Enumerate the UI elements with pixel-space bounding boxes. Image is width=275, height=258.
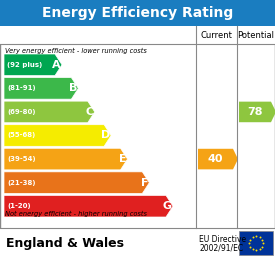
Text: (81-91): (81-91) [7,85,36,91]
Polygon shape [4,54,62,76]
Text: D: D [101,131,110,141]
Text: 2002/91/EC: 2002/91/EC [199,244,243,253]
Text: Energy Efficiency Rating: Energy Efficiency Rating [42,6,233,20]
Polygon shape [4,195,173,217]
Text: Very energy efficient - lower running costs: Very energy efficient - lower running co… [5,48,147,54]
Text: Current: Current [200,30,232,39]
Polygon shape [4,125,111,146]
Text: Potential: Potential [238,30,274,39]
Polygon shape [239,102,275,122]
Polygon shape [4,101,95,123]
Text: EU Directive: EU Directive [199,235,246,244]
Text: (92 plus): (92 plus) [7,62,42,68]
Text: (69-80): (69-80) [7,109,35,115]
Polygon shape [4,172,149,194]
Text: Not energy efficient - higher running costs: Not energy efficient - higher running co… [5,211,147,217]
Polygon shape [4,78,78,99]
Text: (39-54): (39-54) [7,156,36,162]
Text: (1-20): (1-20) [7,203,31,209]
Text: C: C [86,107,94,117]
Text: 40: 40 [208,154,223,164]
FancyBboxPatch shape [0,228,275,258]
FancyBboxPatch shape [239,231,273,255]
Text: F: F [141,178,148,188]
FancyBboxPatch shape [0,26,275,44]
FancyBboxPatch shape [0,0,275,26]
Polygon shape [198,149,238,169]
Polygon shape [4,148,128,170]
Text: 78: 78 [247,107,263,117]
Text: G: G [163,201,172,211]
Text: England & Wales: England & Wales [6,237,124,249]
Text: A: A [52,60,61,70]
Text: (21-38): (21-38) [7,180,35,186]
Text: E: E [119,154,126,164]
Text: B: B [69,83,77,93]
Text: (55-68): (55-68) [7,133,35,139]
